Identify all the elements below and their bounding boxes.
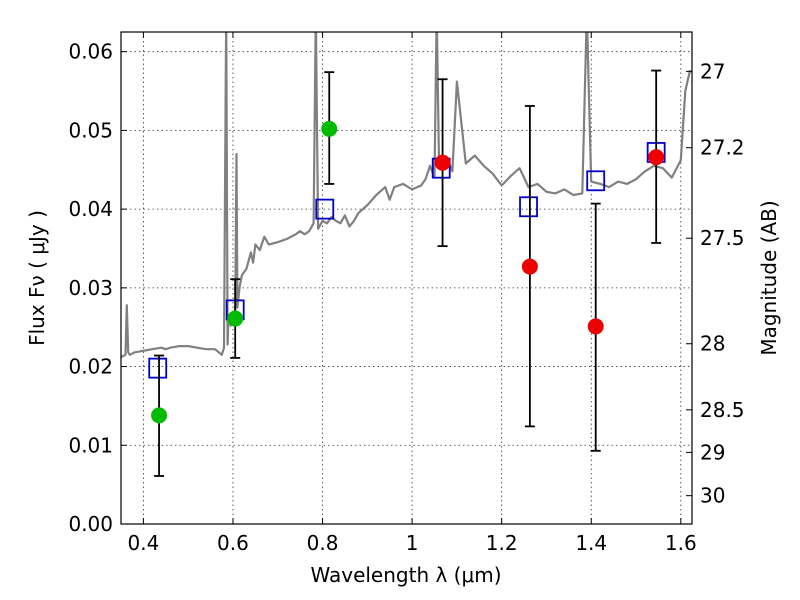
- y-tick-label: 0.03: [68, 276, 113, 300]
- model-flux-square: [586, 170, 606, 192]
- y-axis-label: Flux Fν ( μJy ): [25, 210, 49, 346]
- right-tick-label: 29: [700, 440, 725, 464]
- right-tick-label: 27: [700, 59, 725, 83]
- x-tick-label: 1: [406, 531, 419, 555]
- axis-ticks: 0.4 0.6 0.8 1 1.2 1.4 1.6 0.00 0.01 0.02 0.03 0.04 0…: [68, 32, 745, 555]
- x-tick-label: 1.2: [486, 531, 518, 555]
- observed-flux-point: [151, 407, 168, 424]
- observed-flux-point: [434, 154, 451, 171]
- x-axis-label: Wavelength λ (μm): [310, 563, 501, 587]
- plot-frame: [120, 31, 693, 525]
- observed-flux-point: [521, 258, 538, 275]
- x-tick-label: 1.4: [575, 531, 607, 555]
- model-spectrum: [121, 32, 692, 359]
- model-flux-square: [519, 196, 538, 218]
- observed-flux-point: [648, 149, 665, 166]
- right-tick-label: 27.5: [700, 226, 745, 250]
- y-tick-label: 0.02: [68, 355, 113, 379]
- grid-lines: [121, 32, 692, 525]
- x-tick-label: 0.8: [307, 531, 339, 555]
- y-tick-label: 0.01: [68, 433, 113, 457]
- right-tick-label: 28: [700, 332, 725, 356]
- x-tick-label: 0.4: [127, 531, 159, 555]
- observed-flux-point: [321, 120, 338, 137]
- photometry-markers: [148, 69, 666, 477]
- y-tick-label: 0.04: [68, 197, 113, 221]
- model-flux-square: [315, 198, 335, 220]
- right-tick-label: 27.2: [700, 136, 745, 160]
- y-tick-label: 0.00: [68, 512, 113, 536]
- right-axis-label: Magnitude (AB): [757, 200, 781, 355]
- right-tick-label: 28.5: [700, 398, 745, 422]
- y-tick-label: 0.06: [68, 40, 113, 64]
- x-tick-label: 0.6: [217, 531, 249, 555]
- model-flux-square: [148, 357, 168, 379]
- observed-flux-point: [587, 318, 604, 335]
- x-tick-label: 1.6: [665, 531, 697, 555]
- observed-flux-point: [227, 310, 244, 327]
- y-tick-label: 0.05: [68, 118, 113, 142]
- spectrum-line: [121, 32, 692, 359]
- right-tick-label: 30: [700, 484, 725, 508]
